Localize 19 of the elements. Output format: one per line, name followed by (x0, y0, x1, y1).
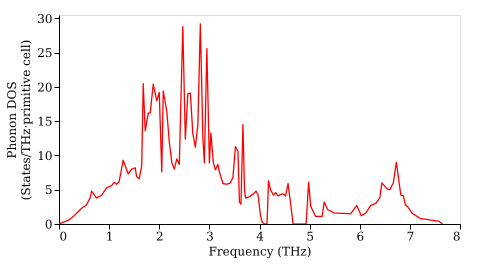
x-tick-label: 3 (206, 230, 214, 244)
x-tick-label: 5 (306, 230, 314, 244)
y-tick-label: 25 (37, 46, 52, 60)
x-tick-label: 6 (356, 230, 364, 244)
y-tick-label: 30 (37, 12, 52, 26)
y-tick-label: 10 (37, 148, 52, 163)
x-tick-label: 1 (106, 230, 114, 244)
x-tick-label: 7 (406, 230, 414, 244)
x-tick-label: 0 (60, 230, 68, 244)
x-tick-label: 8 (452, 230, 460, 244)
x-tick-label: 2 (156, 230, 164, 244)
x-tick-label: 4 (256, 230, 264, 244)
y-tick-label: 5 (44, 183, 52, 198)
y-tick-label: 20 (37, 80, 52, 94)
y-tick-label: 15 (37, 114, 52, 129)
x-axis-title: Frequency (THz) (208, 244, 312, 258)
y-axis-title: Phonon DOS (States/THz·primitive cell) (5, 40, 34, 200)
line-series (59, 23, 444, 224)
y-tick-label: 0 (44, 218, 52, 232)
